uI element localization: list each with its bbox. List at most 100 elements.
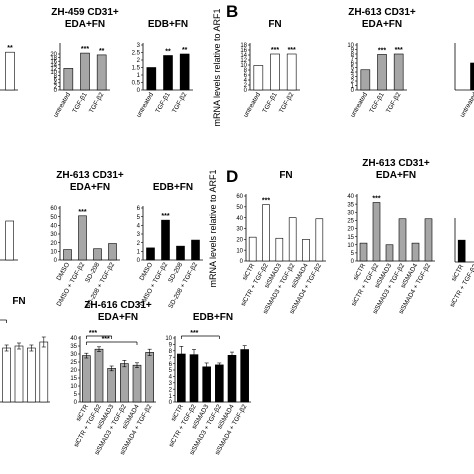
significance-label: ***: [89, 330, 97, 337]
chart-title: ZH-613 CD31+: [362, 158, 430, 169]
y-tick-label: 8: [169, 349, 173, 355]
chart-title: EDA+FN: [70, 182, 110, 193]
y-tick-label: 0: [137, 258, 141, 264]
chart-r1c3: EDB+FN 00.5 11.5 22.5 3 ** ** untreated TGF-β1 TG…: [132, 19, 193, 119]
y-tick-label: 14: [240, 53, 247, 59]
y-tick-label: 8: [244, 68, 248, 74]
bar: [248, 236, 257, 262]
y-tick-label: 6: [244, 73, 248, 79]
bar: [63, 249, 72, 261]
y-tick-label: 50: [50, 215, 57, 221]
y-tick-label: 4: [244, 78, 248, 84]
y-tick-label: 0: [240, 259, 244, 265]
bar: [288, 217, 297, 262]
y-tick-label: 16: [240, 48, 247, 54]
y-tick-label: 1: [169, 394, 173, 400]
chart-title: ZH-613 CD31+: [56, 170, 124, 181]
y-tick-label: 5: [351, 66, 355, 72]
y-tick-label: 50: [236, 205, 243, 211]
bar: [270, 53, 280, 91]
bar: [80, 52, 90, 91]
bar: [94, 348, 104, 403]
y-tick-label: 2: [169, 387, 173, 393]
bar: [253, 65, 264, 91]
bar: [398, 218, 407, 262]
y-tick-label: 10: [50, 70, 57, 76]
bar: [93, 248, 102, 261]
y-tick-label: 5: [351, 251, 355, 257]
x-tick-label: TGF-β1: [71, 91, 89, 114]
bar: [360, 69, 371, 91]
chart-title: FN: [12, 296, 25, 307]
y-tick-label: 2: [137, 241, 141, 247]
bar: [163, 55, 173, 91]
bar: [27, 347, 36, 403]
chart-grid: FN**ZH-459 CD31+EDA+FN02468101214161820*…: [0, 7, 474, 456]
bar: [359, 242, 368, 262]
x-tick-label: untreated: [349, 91, 369, 119]
bar: [78, 215, 87, 261]
y-tick-label: 60: [50, 206, 57, 212]
x-tick-label: DMSO + TGF-β2: [56, 261, 87, 308]
y-tick-label: 3: [169, 381, 173, 387]
bar: [96, 54, 107, 91]
y-tick-label: 15: [347, 235, 354, 241]
y-tick-label: 20: [347, 227, 354, 233]
y-tick-label: 10: [70, 384, 77, 390]
significance-label: ***: [372, 196, 380, 203]
y-tick-label: 4: [137, 224, 141, 230]
x-tick-label: DMSO: [55, 262, 71, 282]
significance-label: ***: [161, 213, 169, 220]
chart-title: FN: [268, 19, 281, 30]
y-tick-label: 10: [50, 250, 57, 256]
significance-label: **: [165, 49, 171, 56]
bar: [161, 219, 170, 261]
y-tick-label: 3: [351, 75, 355, 81]
y-tick-label: 35: [70, 344, 77, 350]
bar: [424, 218, 433, 262]
y-tick-label: 4: [351, 70, 355, 76]
y-tick-label: 20: [236, 238, 243, 244]
significance-label: ***: [81, 46, 89, 53]
y-tick-label: 0: [244, 88, 248, 94]
x-tick-label: TGF-β2: [171, 91, 189, 114]
significance-label: ***: [78, 209, 86, 216]
bar: [227, 354, 237, 403]
y-tick-label: 5: [74, 392, 78, 398]
y-tick-label: 14: [50, 63, 57, 69]
chart-title: FN: [279, 170, 292, 181]
significance-label: **: [7, 45, 13, 52]
significance-label: **: [99, 48, 105, 55]
y-tick-label: 0: [137, 88, 141, 94]
y-tick-label: 6: [54, 77, 58, 83]
bar: [372, 202, 381, 262]
y-tick-label: 2: [54, 85, 58, 91]
bar: [108, 243, 117, 261]
y-tick-label: 40: [70, 336, 77, 342]
y-tick-label: 6: [169, 362, 173, 368]
x-tick-label: untreated: [52, 91, 72, 119]
y-tick-label: 8: [351, 52, 355, 58]
y-tick-label: 0: [54, 88, 58, 94]
chart-title: EDA+FN: [362, 19, 402, 30]
y-tick-label: 20: [70, 368, 77, 374]
y-tick-label: 10: [165, 336, 172, 342]
y-tick-label: 4: [54, 81, 58, 87]
y-tick-label: 1: [351, 84, 355, 90]
chart-r1c6: untreated: [454, 43, 474, 119]
chart-r2c2: ZH-613 CD31+EDA+FN 0 10 20 30 40 50 60 *** DMSODM…: [50, 170, 124, 310]
y-tick-label: 30: [347, 210, 354, 216]
chart-title: ZH-613 CD31+: [348, 7, 416, 18]
y-tick-label: 1: [137, 250, 141, 256]
bar: [82, 355, 91, 403]
chart-title: EDB+FN: [153, 182, 193, 193]
bar: [411, 242, 420, 262]
bar: [189, 354, 199, 403]
bar: [39, 341, 49, 403]
y-tick-label: 6: [351, 61, 355, 67]
